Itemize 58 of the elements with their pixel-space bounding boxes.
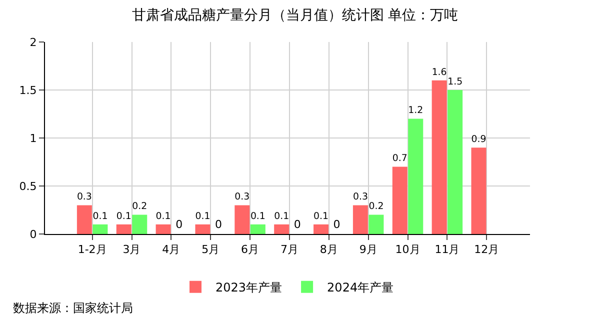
legend-label: 2024年产量 [327, 280, 394, 295]
data-label: 0.1 [314, 210, 329, 222]
bar [471, 148, 486, 234]
bar [195, 224, 210, 234]
data-label: 0.7 [392, 153, 408, 164]
data-label: 0.3 [234, 192, 250, 203]
bar [352, 205, 368, 234]
y-tick-label: 0 [30, 228, 37, 241]
x-tick-label: 3月 [122, 243, 141, 256]
data-label: 0.2 [132, 201, 148, 212]
x-tick-label: 4月 [162, 243, 180, 256]
data-label: 0 [214, 218, 222, 231]
x-tick-label: 11月 [434, 243, 460, 256]
bar [234, 205, 250, 234]
bar [432, 80, 447, 234]
legend-label: 2023年产量 [216, 280, 282, 295]
data-label: 0 [333, 218, 340, 231]
data-label: 0.2 [368, 201, 384, 212]
bar [76, 205, 92, 234]
bar [116, 224, 132, 234]
x-tick-label: 8月 [320, 243, 338, 256]
data-label: 0.1 [195, 210, 210, 222]
bar [314, 224, 329, 234]
bar [156, 224, 171, 234]
x-tick-label: 1-2月 [78, 243, 107, 256]
chart-title: 甘肃省成品糖产量分月（当月值）统计图 单位：万吨 [132, 8, 458, 24]
x-tick-label: 9月 [359, 243, 378, 256]
data-label: 0.3 [76, 192, 92, 203]
x-tick-label: 12月 [474, 243, 500, 256]
data-label: 0.1 [116, 210, 132, 222]
data-label: 0.3 [352, 192, 368, 203]
bar [448, 90, 463, 234]
data-label: 1.5 [448, 76, 463, 88]
bar [408, 118, 424, 234]
data-label: 0.1 [156, 210, 171, 222]
data-label: 0.9 [471, 134, 486, 146]
bar [274, 224, 290, 234]
data-label: 1.2 [408, 105, 424, 116]
x-tick-label: 10月 [395, 243, 420, 256]
data-label: 0.1 [92, 210, 108, 222]
data-label: 0 [176, 218, 183, 231]
y-tick-label: 1.5 [19, 84, 37, 97]
bar [132, 214, 148, 234]
y-tick-label: 1 [30, 132, 37, 145]
bar [250, 224, 266, 234]
y-tick-label: 0.5 [19, 180, 37, 193]
x-tick-label: 7月 [280, 243, 298, 256]
bar [392, 166, 408, 234]
x-tick-label: 6月 [241, 243, 260, 256]
y-tick-label: 2 [30, 36, 37, 49]
data-label: 0.1 [274, 210, 290, 222]
bar [92, 224, 108, 234]
data-label: 1.6 [432, 66, 447, 78]
bar [368, 214, 384, 234]
data-label: 0.1 [250, 210, 266, 222]
source-note: 数据来源：国家统计局 [13, 301, 133, 315]
data-label: 0 [294, 218, 301, 231]
x-tick-label: 5月 [202, 243, 220, 256]
